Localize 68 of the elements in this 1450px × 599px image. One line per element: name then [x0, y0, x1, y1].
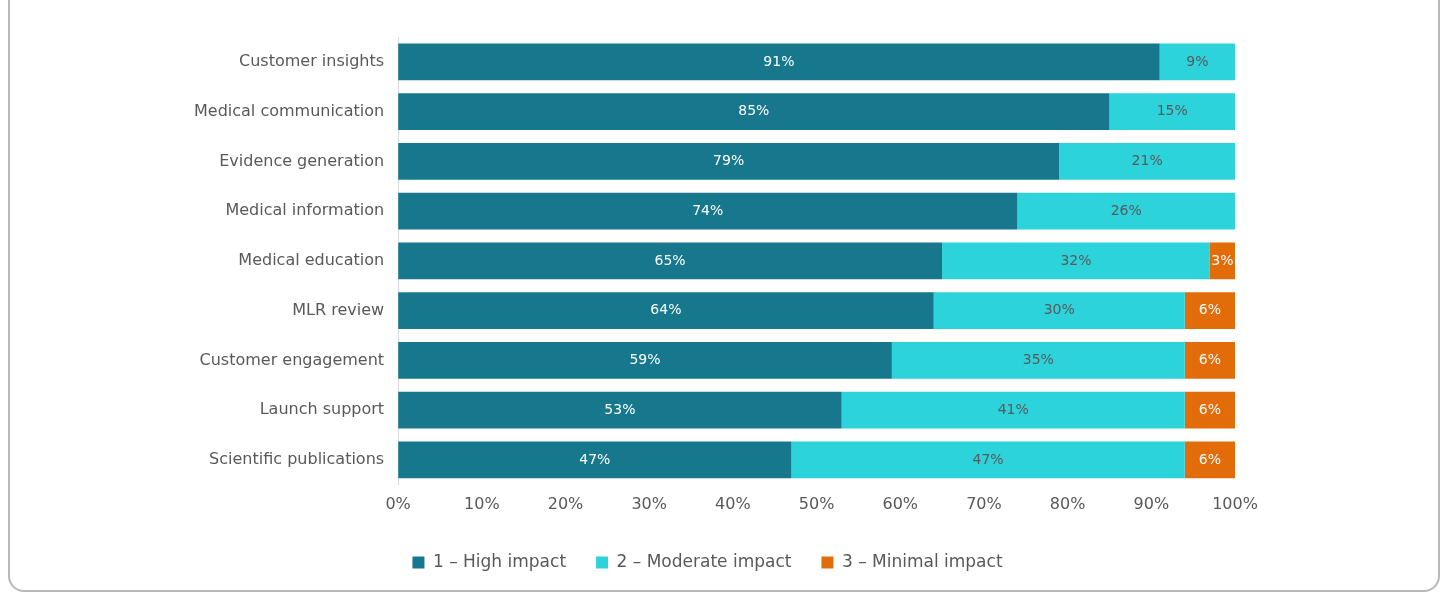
bar — [398, 43, 1160, 81]
legend-label: 3 – Minimal impact — [841, 550, 1003, 571]
data-label: 6% — [1198, 301, 1221, 318]
bar — [398, 93, 1110, 131]
bar — [891, 342, 1185, 379]
data-label: 30% — [1043, 301, 1075, 318]
legend-label: 1 – High impact — [432, 550, 567, 571]
bar — [1184, 391, 1235, 429]
x-tick-label: 20% — [547, 493, 584, 513]
y-tick-label: Customer insights — [239, 51, 385, 71]
x-tick-label: 40% — [715, 493, 751, 513]
data-label: 6% — [1198, 351, 1221, 368]
y-tick-label: Launch support — [259, 399, 385, 419]
x-tick-label: 70% — [966, 493, 1002, 513]
data-label: 35% — [1022, 351, 1054, 368]
bar — [1017, 192, 1235, 230]
bar — [933, 292, 1185, 330]
x-tick-label: 30% — [631, 493, 667, 513]
bar — [841, 391, 1185, 429]
bar — [1159, 43, 1235, 81]
bar — [398, 292, 934, 330]
bar — [1059, 142, 1235, 180]
bar — [1184, 292, 1235, 330]
data-label: 65% — [654, 251, 686, 268]
x-tick-label: 80% — [1049, 493, 1086, 513]
bar — [398, 441, 792, 479]
legend-label: 2 – Moderate impact — [616, 550, 792, 571]
x-tick-label: 50% — [798, 493, 835, 513]
x-tick-label: 10% — [464, 493, 500, 513]
data-label: 47% — [579, 450, 611, 467]
data-label: 32% — [1060, 251, 1092, 268]
data-label: 9% — [1186, 52, 1209, 69]
bar — [942, 242, 1210, 280]
data-label: 15% — [1156, 102, 1188, 119]
y-tick-label: Medical communication — [193, 100, 385, 120]
bar — [398, 391, 842, 429]
y-tick-label: Evidence generation — [219, 150, 385, 170]
bar — [398, 192, 1018, 230]
x-tick-label: 100% — [1212, 493, 1258, 513]
bar — [791, 441, 1185, 479]
data-label: 21% — [1131, 152, 1163, 169]
bar — [398, 242, 943, 280]
bar — [1109, 93, 1235, 131]
data-label: 26% — [1110, 201, 1142, 218]
data-label: 74% — [692, 201, 724, 218]
x-tick-label: 60% — [882, 493, 919, 513]
y-tick-label: Medical information — [225, 200, 385, 220]
bar — [1184, 441, 1235, 479]
bar — [398, 342, 892, 379]
data-label: 91% — [763, 52, 795, 69]
data-label: 47% — [972, 450, 1004, 467]
bar — [1184, 342, 1235, 379]
y-tick-label: Scientific publications — [209, 449, 385, 469]
data-label: 6% — [1198, 400, 1221, 417]
x-tick-label: 0% — [385, 493, 411, 513]
data-label: 79% — [713, 152, 745, 169]
data-label: 53% — [604, 400, 636, 417]
data-label: 85% — [738, 102, 770, 119]
data-label: 59% — [629, 351, 661, 368]
bar — [398, 142, 1060, 180]
data-label: 6% — [1198, 450, 1221, 467]
data-label: 3% — [1211, 251, 1234, 268]
data-label: 64% — [650, 301, 682, 318]
data-label: 41% — [997, 400, 1029, 417]
y-tick-label: Medical education — [238, 250, 385, 270]
y-tick-label: MLR review — [292, 299, 385, 319]
x-tick-label: 90% — [1133, 493, 1170, 513]
y-tick-label: Customer engagement — [199, 349, 385, 369]
